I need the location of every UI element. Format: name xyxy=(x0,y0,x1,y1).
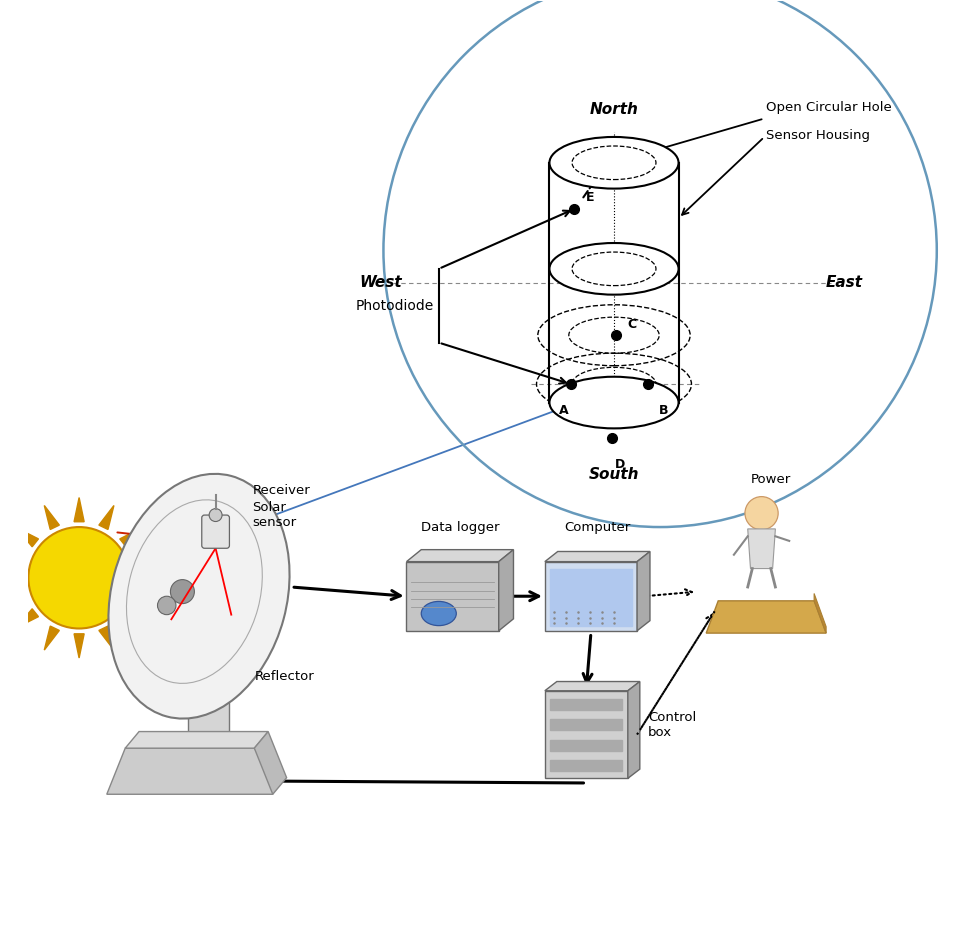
Polygon shape xyxy=(125,732,268,748)
Polygon shape xyxy=(498,549,512,631)
Polygon shape xyxy=(550,720,622,731)
Polygon shape xyxy=(99,505,113,529)
Polygon shape xyxy=(406,549,512,561)
Polygon shape xyxy=(550,699,622,710)
Text: Power: Power xyxy=(750,473,790,486)
Ellipse shape xyxy=(109,474,289,719)
Polygon shape xyxy=(550,740,622,751)
Polygon shape xyxy=(119,528,142,547)
Polygon shape xyxy=(550,569,631,626)
Text: Data logger: Data logger xyxy=(421,521,499,534)
Circle shape xyxy=(170,580,195,604)
Polygon shape xyxy=(1,586,25,596)
Polygon shape xyxy=(74,498,84,522)
Polygon shape xyxy=(747,529,775,569)
Polygon shape xyxy=(627,682,640,778)
Polygon shape xyxy=(1,560,25,570)
Polygon shape xyxy=(132,560,157,570)
Polygon shape xyxy=(17,609,38,628)
Polygon shape xyxy=(550,760,622,771)
Ellipse shape xyxy=(549,376,678,428)
Text: E: E xyxy=(585,191,594,204)
Polygon shape xyxy=(74,634,84,658)
FancyBboxPatch shape xyxy=(201,515,229,549)
Text: North: North xyxy=(589,102,638,117)
Ellipse shape xyxy=(549,137,678,189)
Polygon shape xyxy=(99,626,113,650)
Polygon shape xyxy=(545,561,637,631)
Polygon shape xyxy=(545,691,627,778)
Text: Computer: Computer xyxy=(563,521,630,534)
Text: D: D xyxy=(614,458,624,471)
Polygon shape xyxy=(132,586,157,596)
Circle shape xyxy=(209,509,222,522)
Polygon shape xyxy=(545,682,640,691)
Text: C: C xyxy=(626,317,636,330)
Circle shape xyxy=(28,527,130,628)
Polygon shape xyxy=(119,609,142,628)
Polygon shape xyxy=(705,601,825,633)
Text: East: East xyxy=(825,275,863,290)
Circle shape xyxy=(157,597,176,615)
Text: Sensor Housing: Sensor Housing xyxy=(766,129,869,142)
Ellipse shape xyxy=(421,601,456,625)
Text: Open Circular Hole: Open Circular Hole xyxy=(766,101,891,114)
Polygon shape xyxy=(637,551,649,631)
Polygon shape xyxy=(406,561,498,631)
Text: B: B xyxy=(658,404,668,417)
Text: Reflector: Reflector xyxy=(254,670,314,683)
Text: A: A xyxy=(557,404,567,417)
Circle shape xyxy=(744,497,778,530)
Polygon shape xyxy=(814,594,825,633)
Polygon shape xyxy=(107,748,273,795)
Text: Photodiode: Photodiode xyxy=(356,299,433,313)
Text: West: West xyxy=(359,275,402,290)
Ellipse shape xyxy=(549,243,678,295)
Polygon shape xyxy=(188,702,228,748)
Text: South: South xyxy=(588,467,639,482)
Text: Control
box: Control box xyxy=(647,711,695,739)
Polygon shape xyxy=(254,732,287,795)
Polygon shape xyxy=(545,551,649,561)
Text: Receiver: Receiver xyxy=(252,484,310,497)
Polygon shape xyxy=(17,528,38,547)
Text: Solar
sensor: Solar sensor xyxy=(252,501,296,529)
Polygon shape xyxy=(44,626,60,650)
Polygon shape xyxy=(44,505,60,529)
